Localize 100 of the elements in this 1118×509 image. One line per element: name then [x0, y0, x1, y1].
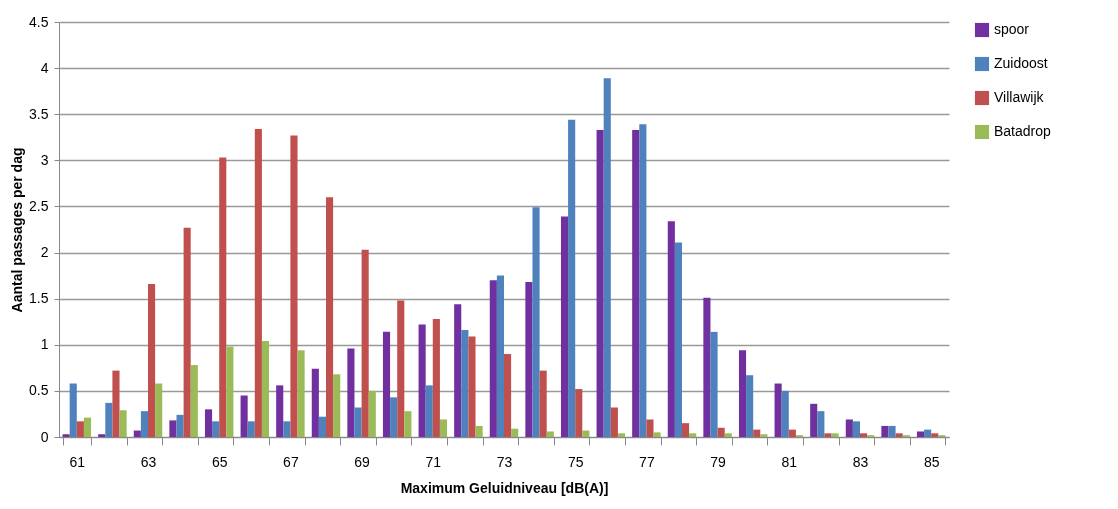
x-tick-label: 65 [211, 453, 228, 470]
bar [276, 385, 284, 437]
bar [824, 433, 832, 437]
bar [845, 419, 853, 437]
x-tick-label: 69 [354, 453, 371, 470]
bar [133, 430, 141, 437]
bar [76, 421, 84, 437]
y-tick-label: 0 [40, 428, 49, 445]
bar [810, 403, 818, 437]
bar [176, 414, 184, 437]
legend-label: Zuidoost [994, 55, 1048, 71]
bar [746, 375, 754, 437]
bar [895, 433, 903, 437]
bar [148, 283, 156, 437]
bar [254, 128, 262, 437]
x-axis-title: Maximum Geluidniveau [dB(A)] [400, 479, 609, 496]
bar [112, 370, 120, 437]
bar [311, 368, 319, 437]
bar [155, 383, 163, 437]
bar [738, 350, 747, 437]
bar [119, 410, 127, 437]
x-tick-label: 71 [425, 453, 442, 470]
bar [382, 331, 391, 437]
bar [617, 433, 626, 437]
bar [710, 331, 718, 437]
bar [368, 390, 376, 437]
bar [575, 389, 583, 437]
bar [653, 432, 661, 437]
bar [632, 129, 640, 437]
bar [390, 397, 398, 437]
bar [667, 221, 675, 437]
bar [582, 430, 590, 437]
y-axis-title: Aantal passages per dag [9, 147, 26, 313]
bar [333, 374, 341, 437]
y-tick-label: 2.5 [29, 197, 49, 214]
bar [860, 433, 868, 437]
y-tick-label: 3.5 [29, 105, 49, 122]
bar [504, 354, 512, 437]
bar [546, 431, 554, 437]
y-tick-label: 2 [40, 244, 49, 261]
bar [461, 330, 469, 437]
bar [69, 383, 77, 437]
bar [247, 421, 255, 437]
bar [204, 409, 213, 437]
bar [610, 407, 618, 437]
bar [475, 425, 483, 437]
bar [347, 348, 355, 437]
bar [753, 429, 761, 437]
x-tick-label: 73 [496, 453, 513, 470]
x-tick-label: 79 [710, 453, 727, 470]
y-tick-label: 1.5 [29, 290, 49, 307]
x-tick-label: 83 [852, 453, 869, 470]
bar [596, 129, 604, 437]
bar [646, 419, 654, 437]
bar [140, 411, 148, 437]
x-tick-label: 77 [639, 453, 655, 470]
y-tick-label: 3 [40, 151, 49, 168]
x-tick-label: 61 [69, 453, 86, 470]
bar [290, 135, 298, 437]
x-tick-label: 63 [140, 453, 157, 470]
bar [532, 207, 540, 437]
bar [326, 197, 334, 437]
legend-label: Batadrop [994, 123, 1052, 139]
bar [83, 417, 92, 437]
bar [425, 385, 433, 437]
bar [496, 275, 504, 437]
bar [297, 350, 305, 437]
bar [689, 433, 697, 437]
bar [781, 390, 789, 437]
bar [240, 395, 248, 437]
bar [283, 421, 291, 437]
bar [881, 425, 889, 437]
bar [774, 383, 782, 437]
bar [354, 407, 362, 437]
bar [817, 411, 825, 437]
bar [212, 421, 220, 437]
bar [639, 124, 647, 437]
bar [924, 429, 932, 437]
bar [560, 216, 569, 437]
bar [916, 431, 925, 437]
bar [190, 365, 198, 437]
bar [62, 434, 70, 437]
bar [831, 433, 839, 437]
bar [852, 421, 860, 437]
bar [361, 249, 369, 437]
bar [454, 304, 462, 437]
bar [717, 427, 725, 437]
bar [489, 280, 497, 437]
bar [888, 425, 896, 437]
bar [674, 242, 682, 437]
x-tick-label: 75 [567, 453, 584, 470]
bar [404, 411, 412, 437]
x-tick-label: 85 [923, 453, 940, 470]
bar [703, 297, 711, 437]
bar [931, 433, 939, 437]
x-tick-label: 81 [781, 453, 798, 470]
bar [98, 434, 106, 437]
bar [169, 420, 177, 437]
bar [468, 336, 476, 437]
bar [432, 318, 440, 437]
